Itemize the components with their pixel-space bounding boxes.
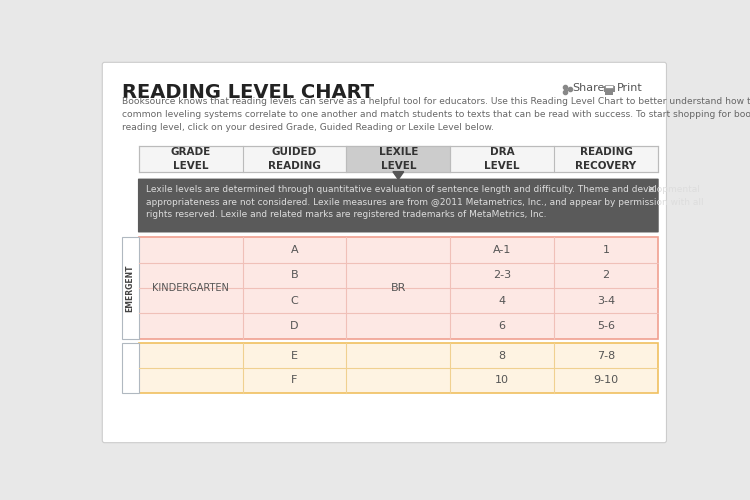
Text: LEXILE
LEVEL: LEXILE LEVEL — [379, 148, 418, 171]
Text: 2: 2 — [602, 270, 610, 280]
Text: GUIDED
READING: GUIDED READING — [268, 148, 321, 171]
Text: 1: 1 — [602, 245, 610, 255]
Text: EMERGENT: EMERGENT — [126, 264, 135, 312]
Bar — [122, 237, 139, 338]
Text: Share: Share — [573, 84, 605, 94]
Text: 5-6: 5-6 — [597, 321, 615, 331]
Text: GRADE
LEVEL: GRADE LEVEL — [170, 148, 211, 171]
Text: 4: 4 — [499, 296, 506, 306]
Text: 2-3: 2-3 — [493, 270, 512, 280]
Text: 3-4: 3-4 — [597, 296, 615, 306]
Text: DRA
LEVEL: DRA LEVEL — [484, 148, 520, 171]
Bar — [346, 146, 450, 172]
Bar — [604, 86, 614, 92]
Bar — [122, 344, 139, 392]
Text: A-1: A-1 — [493, 245, 512, 255]
Text: Lexile levels are determined through quantitative evaluation of sentence length : Lexile levels are determined through qua… — [146, 184, 704, 220]
Text: E: E — [291, 350, 298, 360]
Text: READING
RECOVERY: READING RECOVERY — [575, 148, 637, 171]
Text: 8: 8 — [499, 350, 506, 360]
Text: B: B — [291, 270, 298, 280]
Text: 10: 10 — [495, 376, 509, 386]
Bar — [605, 92, 613, 94]
Text: ✕: ✕ — [647, 184, 656, 194]
Text: 7-8: 7-8 — [597, 350, 615, 360]
Text: 9-10: 9-10 — [593, 376, 619, 386]
Text: 6: 6 — [499, 321, 506, 331]
Text: Print: Print — [616, 84, 643, 94]
Text: Booksource knows that reading levels can serve as a helpful tool for educators. : Booksource knows that reading levels can… — [122, 97, 750, 132]
Polygon shape — [393, 172, 404, 179]
Text: C: C — [290, 296, 298, 306]
Bar — [605, 86, 613, 87]
Text: KINDERGARTEN: KINDERGARTEN — [152, 283, 229, 293]
Bar — [139, 146, 658, 172]
Text: D: D — [290, 321, 298, 331]
Text: BR: BR — [391, 283, 406, 293]
FancyBboxPatch shape — [138, 178, 658, 233]
FancyBboxPatch shape — [102, 62, 667, 442]
Text: A: A — [291, 245, 298, 255]
Text: F: F — [291, 376, 298, 386]
Bar — [139, 237, 658, 338]
Text: READING LEVEL CHART: READING LEVEL CHART — [122, 83, 374, 102]
Bar — [139, 344, 658, 392]
